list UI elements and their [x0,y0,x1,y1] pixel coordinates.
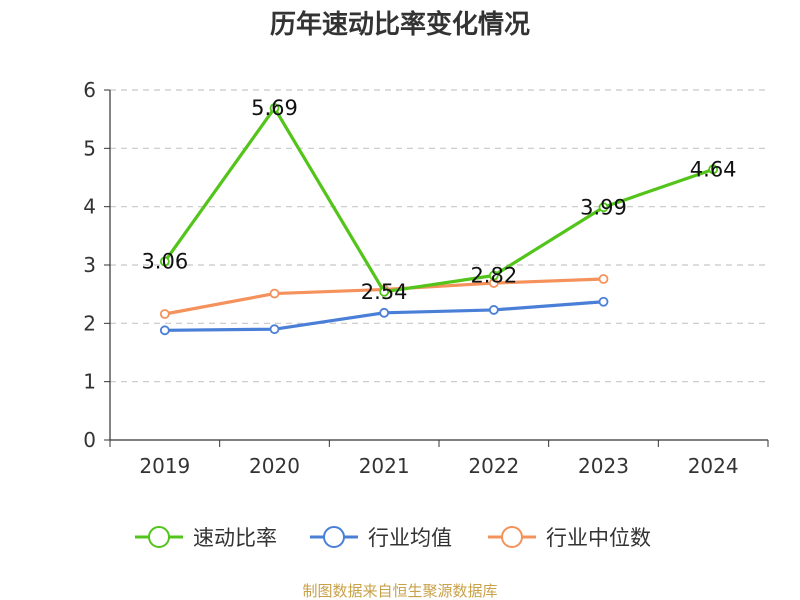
data-label: 2.82 [470,264,517,288]
data-label: 5.69 [251,96,298,120]
axes: 0 1 2 3 4 5 6 2019 2020 2021 2022 2023 2024 [83,78,769,478]
legend-swatch-marker [323,526,345,548]
data-point-1 [598,296,609,307]
legend-swatch-marker [148,526,170,548]
data-point-1 [269,324,280,335]
series-lines [159,103,719,336]
data-label: 3.06 [141,250,188,274]
x-tick-label: 2020 [249,454,300,478]
data-label: 4.64 [690,157,737,181]
y-tick-label: 3 [83,253,96,277]
y-tick-label: 1 [83,370,96,394]
data-point-1 [159,325,170,336]
y-tick-label: 5 [83,136,96,160]
x-tick-label: 2023 [578,454,629,478]
data-label: 3.99 [580,195,627,219]
legend-label: 行业中位数 [546,526,651,550]
data-label: 2.54 [361,280,408,304]
data-point-0 [269,103,280,113]
data-point-2 [598,274,609,284]
x-tick-label: 2022 [468,454,519,478]
series-line-0 [163,106,714,294]
data-point-0 [708,164,719,175]
data-point-2 [269,288,280,299]
data-point-0 [598,202,609,213]
x-tick-label: 2024 [688,454,739,478]
legend: 速动比率 行业均值 行业中位数 [135,526,651,550]
grid-lines [110,89,768,383]
data-point-0 [488,270,499,281]
data-point-0 [379,286,390,297]
chart-title: 历年速动比率变化情况 [270,9,530,40]
data-source-note: 制图数据来自恒生聚源数据库 [302,582,497,600]
data-point-0 [159,256,170,267]
y-tick-label: 4 [83,195,96,219]
y-tick-label: 2 [83,311,96,335]
y-tick-label: 0 [83,428,96,452]
legend-label: 行业均值 [368,526,452,550]
data-labels: 3.06 5.69 2.54 2.82 3.99 4.64 [141,96,736,304]
data-point-1 [488,305,499,315]
y-tick-label: 6 [83,78,96,102]
data-point-1 [379,307,390,318]
x-tick-label: 2019 [139,454,190,478]
legend-label: 速动比率 [193,526,277,550]
data-point-2 [159,309,170,319]
x-tick-label: 2021 [359,454,410,478]
legend-swatch-marker [501,526,523,548]
